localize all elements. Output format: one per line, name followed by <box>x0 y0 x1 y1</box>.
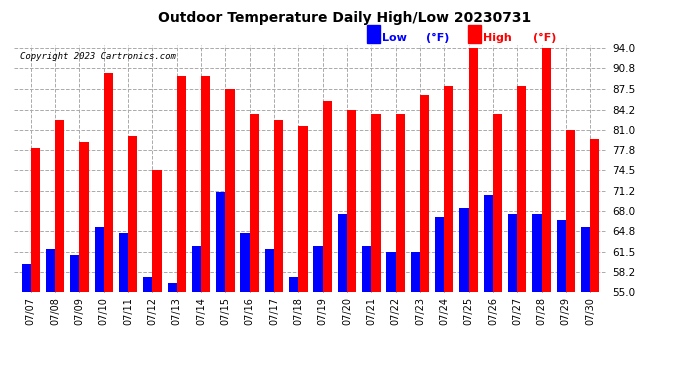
Bar <box>265 249 274 292</box>
Bar <box>192 246 201 292</box>
Text: High: High <box>482 33 511 42</box>
Bar <box>274 120 284 292</box>
Bar <box>542 48 551 292</box>
Bar <box>362 246 371 292</box>
Bar <box>168 283 177 292</box>
Bar <box>395 114 405 292</box>
Bar <box>508 214 518 292</box>
Bar <box>386 252 395 292</box>
Bar <box>367 25 380 42</box>
Bar <box>323 101 332 292</box>
Bar <box>119 233 128 292</box>
Bar <box>216 192 226 292</box>
Bar <box>411 252 420 292</box>
Bar <box>289 277 298 292</box>
Bar <box>566 130 575 292</box>
Bar <box>435 217 444 292</box>
Bar <box>468 25 481 42</box>
Bar <box>420 95 429 292</box>
Bar <box>79 142 89 292</box>
Bar <box>518 86 526 292</box>
Bar <box>371 114 381 292</box>
Bar <box>95 227 103 292</box>
Text: (°F): (°F) <box>533 33 556 42</box>
Bar <box>493 114 502 292</box>
Bar <box>298 126 308 292</box>
Text: Copyright 2023 Cartronics.com: Copyright 2023 Cartronics.com <box>20 53 176 62</box>
Bar <box>21 264 31 292</box>
Bar <box>337 214 347 292</box>
Bar <box>46 249 55 292</box>
Bar <box>590 139 600 292</box>
Bar <box>128 136 137 292</box>
Text: Outdoor Temperature Daily High/Low 20230731: Outdoor Temperature Daily High/Low 20230… <box>159 11 531 25</box>
Bar <box>532 214 542 292</box>
Bar <box>55 120 64 292</box>
Bar <box>152 170 161 292</box>
Bar <box>201 76 210 292</box>
Bar <box>250 114 259 292</box>
Bar <box>469 48 477 292</box>
Bar <box>460 208 469 292</box>
Bar <box>313 246 323 292</box>
Bar <box>70 255 79 292</box>
Bar <box>104 73 113 292</box>
Text: Low: Low <box>382 33 406 42</box>
Text: (°F): (°F) <box>426 33 450 42</box>
Bar <box>484 195 493 292</box>
Bar <box>31 148 40 292</box>
Bar <box>177 76 186 292</box>
Bar <box>347 110 356 292</box>
Bar <box>444 86 453 292</box>
Bar <box>581 227 590 292</box>
Bar <box>557 220 566 292</box>
Bar <box>226 89 235 292</box>
Bar <box>144 277 152 292</box>
Bar <box>240 233 250 292</box>
